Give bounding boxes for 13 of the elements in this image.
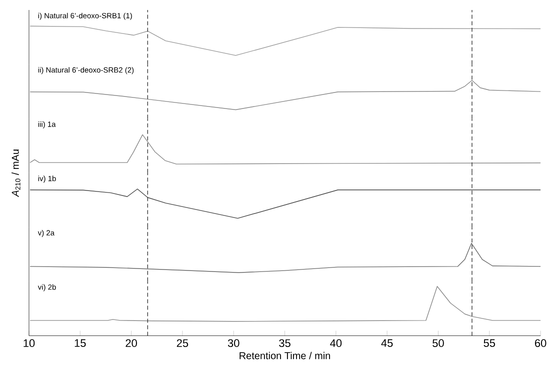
y-axis-title: A$_{210}$ / mAu xyxy=(12,150,20,198)
x-tick-label: 55 xyxy=(484,339,496,348)
x-tick-label: 60 xyxy=(535,339,546,348)
x-tick-label: 35 xyxy=(279,339,290,348)
x-tick-label: 50 xyxy=(432,339,444,348)
x-tick-label: 40 xyxy=(330,339,342,348)
x-tick-label: 15 xyxy=(74,339,86,348)
x-axis-title: Retention Time / min xyxy=(240,352,330,360)
x-tick-label: 10 xyxy=(24,339,35,348)
x-tick-label: 25 xyxy=(176,339,188,348)
x-tick-label: 30 xyxy=(228,339,240,348)
x-tick-label: 20 xyxy=(126,339,137,348)
x-tick-label: 45 xyxy=(381,339,393,348)
